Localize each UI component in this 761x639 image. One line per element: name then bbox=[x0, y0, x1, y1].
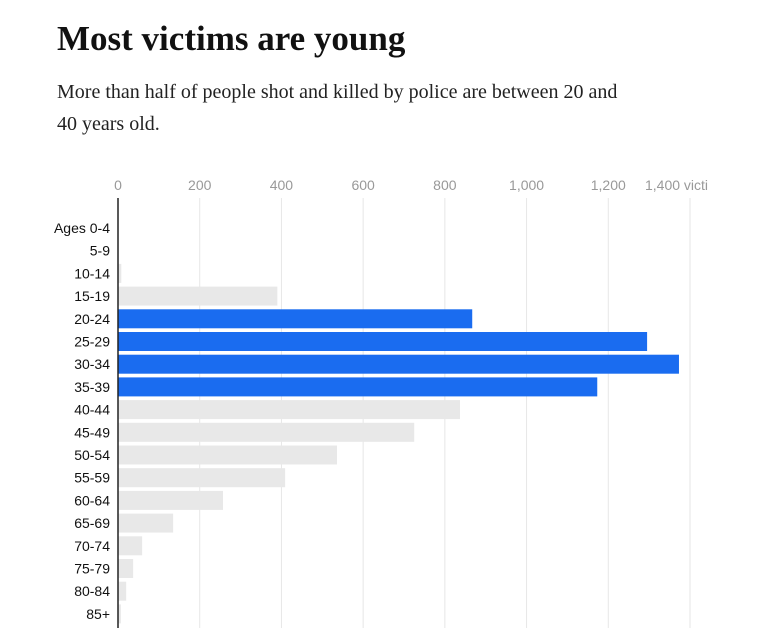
y-tick-label: 15-19 bbox=[74, 288, 110, 304]
y-tick-label: 35-39 bbox=[74, 379, 110, 395]
bar bbox=[118, 377, 598, 397]
y-tick-label: 60-64 bbox=[74, 492, 110, 508]
chart-title: Most victims are young bbox=[57, 19, 406, 58]
bar bbox=[118, 263, 122, 283]
y-tick-label: 25-29 bbox=[74, 334, 110, 350]
x-tick-label: 1,000 bbox=[509, 177, 544, 193]
y-tick-label: 55-59 bbox=[74, 470, 110, 486]
x-tick-label: 400 bbox=[270, 177, 294, 193]
bar bbox=[118, 559, 134, 578]
y-tick-label: 45-49 bbox=[74, 424, 110, 440]
bar bbox=[118, 581, 127, 601]
bar bbox=[118, 309, 473, 329]
y-tick-label: 70-74 bbox=[74, 538, 110, 554]
y-tick-label: 80-84 bbox=[74, 583, 110, 599]
bar bbox=[118, 513, 174, 533]
chart-subtitle: More than half of people shot and killed… bbox=[57, 81, 617, 135]
bar bbox=[118, 422, 415, 442]
x-tick-label: 200 bbox=[188, 177, 212, 193]
bar bbox=[118, 490, 224, 510]
x-tick-label: 800 bbox=[433, 177, 457, 193]
bar bbox=[118, 604, 121, 624]
bar bbox=[118, 354, 679, 374]
bar bbox=[118, 400, 460, 420]
y-tick-label: 85+ bbox=[86, 606, 110, 622]
y-tick-label: 65-69 bbox=[74, 515, 110, 531]
y-tick-label: 20-24 bbox=[74, 311, 110, 327]
x-tick-label: 0 bbox=[114, 177, 122, 193]
bar bbox=[118, 286, 278, 306]
y-tick-label: 50-54 bbox=[74, 447, 110, 463]
x-tick-label: 1,400 victi bbox=[645, 177, 708, 193]
bar bbox=[118, 332, 648, 351]
bar bbox=[118, 445, 337, 465]
x-tick-label: 1,200 bbox=[591, 177, 626, 193]
y-tick-label: 40-44 bbox=[74, 402, 110, 418]
bar bbox=[118, 468, 286, 488]
bar bbox=[118, 536, 143, 556]
x-tick-label: 600 bbox=[351, 177, 375, 193]
y-tick-label: 10-14 bbox=[74, 265, 110, 281]
y-tick-label: 5-9 bbox=[90, 243, 110, 259]
y-tick-label: Ages 0-4 bbox=[54, 220, 110, 236]
y-tick-label: 75-79 bbox=[74, 561, 110, 577]
y-tick-label: 30-34 bbox=[74, 356, 110, 372]
